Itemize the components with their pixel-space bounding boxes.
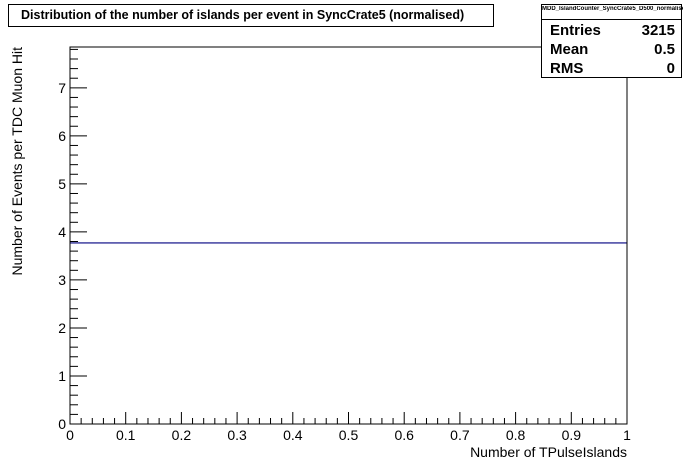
x-tick-label: 0.6 (394, 427, 414, 443)
x-tick-label: 0.7 (450, 427, 470, 443)
y-tick-label: 6 (58, 128, 66, 144)
x-tick-label: 0.8 (506, 427, 526, 443)
stats-histogram-name: MDD_IslandCounter_SyncCrate5_D500_normal… (542, 6, 683, 12)
tick-labels: 0 0.1 0.2 0.3 0.4 0.5 0.6 0.7 0.8 0.9 1 0 1 2 3 4 5 6 7 (58, 80, 631, 443)
y-tick-label: 7 (58, 80, 66, 96)
stats-box: MDD_IslandCounter_SyncCrate5_D500_normal… (541, 4, 683, 78)
plot-frame (69, 46, 628, 425)
x-tick-label: 0.3 (227, 427, 247, 443)
stats-row-rms: RMS 0 (542, 59, 681, 78)
stats-value-entries: 3215 (641, 22, 675, 39)
x-tick-label: 1 (623, 427, 631, 443)
x-axis-label: Number of TPulseIslands (470, 444, 627, 460)
x-tick-label: 0 (66, 427, 74, 443)
y-tick-label: 3 (58, 272, 66, 288)
stats-row-entries: Entries 3215 (542, 21, 681, 40)
stats-value-mean: 0.5 (654, 41, 675, 58)
stats-value-rms: 0 (666, 60, 675, 77)
x-tick-label: 0.9 (562, 427, 582, 443)
y-tick-label: 2 (58, 320, 66, 336)
stats-label-rms: RMS (550, 60, 584, 77)
y-tick-label: 0 (58, 416, 66, 432)
stats-label-mean: Mean (550, 41, 589, 58)
stats-label-entries: Entries (550, 22, 601, 39)
chart-title: Distribution of the number of islands pe… (8, 4, 494, 27)
x-tick-label: 0.5 (339, 427, 359, 443)
x-tick-label: 0.2 (172, 427, 192, 443)
x-tick-label: 0.4 (283, 427, 303, 443)
axis-ticks (69, 48, 628, 425)
y-tick-label: 5 (58, 176, 66, 192)
y-tick-label: 4 (58, 224, 66, 240)
x-tick-label: 0.1 (116, 427, 136, 443)
stats-row-mean: Mean 0.5 (542, 40, 681, 59)
stats-divider (542, 19, 681, 20)
y-axis-label: Number of Events per TDC Muon Hit (9, 47, 25, 276)
y-tick-label: 1 (58, 368, 66, 384)
